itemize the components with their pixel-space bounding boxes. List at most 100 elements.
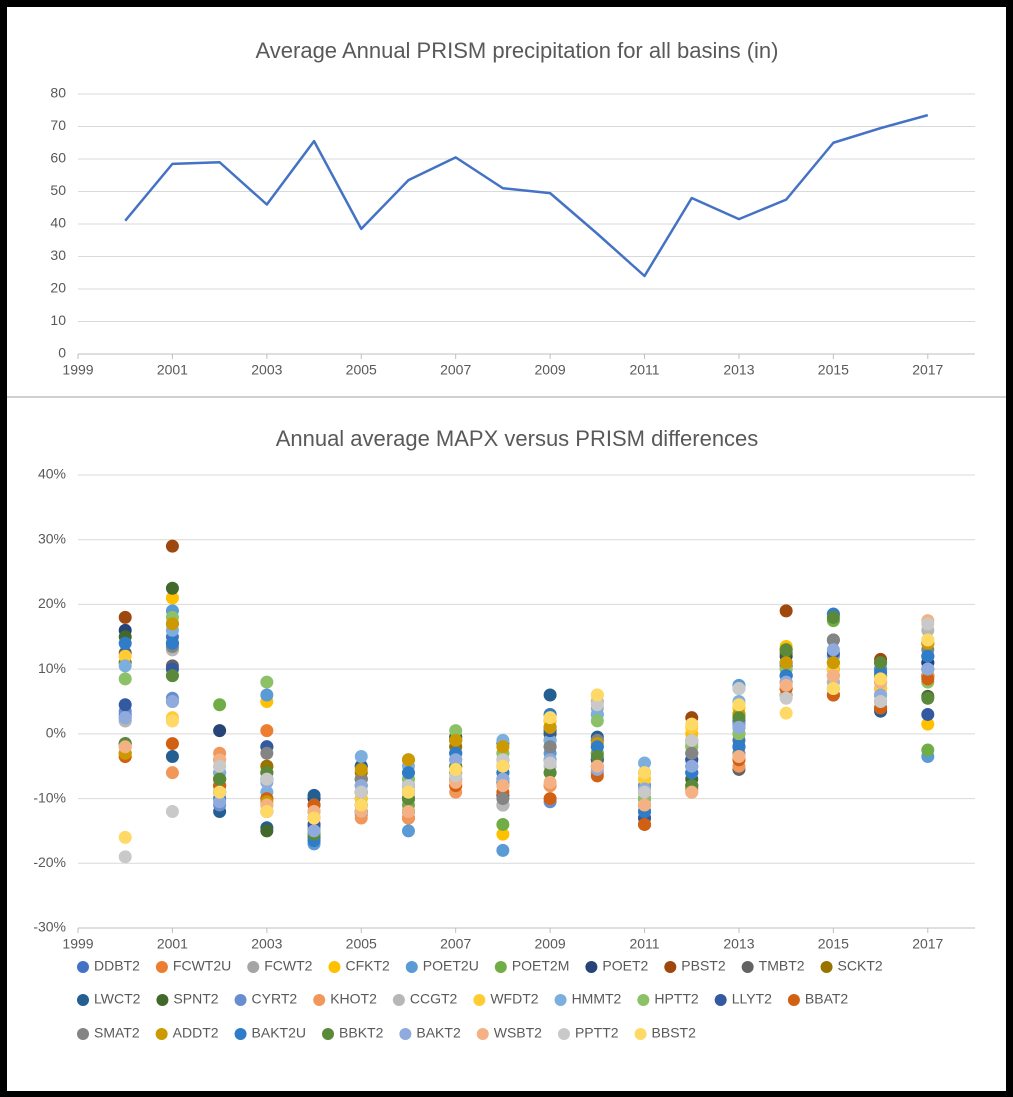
- x-tick-label: 2001: [157, 362, 188, 378]
- point: [496, 792, 510, 806]
- point: [260, 688, 274, 702]
- point: [165, 581, 179, 595]
- point: [826, 682, 840, 696]
- legend-marker: [664, 961, 677, 973]
- y-tick-label: 10%: [38, 660, 66, 676]
- legend-marker: [741, 961, 754, 973]
- point: [401, 766, 415, 780]
- x-tick-label: 1999: [62, 936, 93, 952]
- point: [354, 798, 368, 812]
- point: [118, 659, 132, 673]
- legend-label: POET2: [602, 958, 648, 974]
- left-border: [0, 0, 7, 1097]
- legend-label: BBKT2: [339, 1025, 384, 1041]
- point: [543, 720, 557, 734]
- legend-label: WSBT2: [494, 1025, 542, 1041]
- x-tick-label: 2011: [629, 362, 659, 378]
- bottom-border: [0, 1091, 1013, 1097]
- point: [118, 698, 132, 712]
- point: [449, 762, 463, 776]
- point: [260, 772, 274, 786]
- line: [124, 113, 929, 278]
- y-tick-label: 70: [50, 117, 66, 133]
- legend-marker: [714, 994, 727, 1006]
- point: [779, 678, 793, 692]
- x-tick-label: 2009: [535, 936, 566, 952]
- legend-label: LWCT2: [94, 991, 141, 1007]
- legend-marker: [787, 994, 800, 1006]
- point: [826, 669, 840, 683]
- legend-marker: [634, 1028, 647, 1040]
- point: [118, 850, 132, 864]
- point: [590, 740, 604, 754]
- x-tick-label: 2003: [251, 362, 282, 378]
- point: [826, 610, 840, 624]
- point: [874, 672, 888, 686]
- legend-label: BAKT2: [416, 1025, 461, 1041]
- x-tick-label: 2005: [346, 362, 377, 378]
- point: [165, 591, 179, 605]
- point: [118, 672, 132, 686]
- x-tick-label: 2015: [818, 362, 849, 378]
- point: [590, 759, 604, 773]
- point: [354, 762, 368, 776]
- point: [213, 795, 227, 809]
- legend-marker: [156, 994, 169, 1006]
- point: [543, 756, 557, 770]
- point: [921, 743, 935, 757]
- legend-marker: [234, 1028, 247, 1040]
- point: [401, 805, 415, 819]
- point: [165, 737, 179, 751]
- legend-label: CCGT2: [410, 991, 458, 1007]
- legend-label: BAKT2U: [252, 1025, 306, 1041]
- point: [165, 695, 179, 708]
- legend-label: CYRT2: [252, 991, 298, 1007]
- x-tick-label: 2007: [440, 362, 471, 378]
- point: [496, 779, 510, 793]
- legend-marker: [585, 961, 598, 973]
- point: [165, 669, 179, 683]
- point: [260, 805, 274, 819]
- legend-marker: [234, 994, 247, 1006]
- point: [921, 649, 935, 663]
- legend-label: FCWT2: [264, 958, 312, 974]
- point: [638, 817, 652, 831]
- point: [165, 539, 179, 553]
- y-tick-label: 80: [50, 85, 66, 101]
- legend-marker: [247, 961, 260, 973]
- point: [213, 772, 227, 786]
- point: [165, 805, 179, 819]
- legend-marker: [637, 994, 650, 1006]
- point: [685, 746, 699, 760]
- legend-marker: [494, 961, 507, 973]
- point: [685, 733, 699, 747]
- legend-label: PPTT2: [575, 1025, 619, 1041]
- point: [732, 740, 746, 754]
- legend-label: LLYT2: [732, 991, 772, 1007]
- legend-label: DDBT2: [94, 958, 140, 974]
- point: [779, 656, 793, 670]
- legend-marker: [322, 1028, 335, 1040]
- y-tick-label: -30%: [33, 919, 66, 935]
- point: [449, 753, 463, 767]
- point: [732, 698, 746, 712]
- legend-label: HMMT2: [572, 991, 622, 1007]
- point: [165, 617, 179, 631]
- point: [732, 750, 746, 764]
- x-tick-label: 2001: [157, 936, 188, 952]
- point: [118, 711, 132, 725]
- point: [213, 759, 227, 773]
- x-tick-label: 2013: [723, 936, 754, 952]
- point: [165, 714, 179, 728]
- point: [449, 724, 463, 738]
- point: [638, 785, 652, 799]
- point: [354, 785, 368, 799]
- point: [118, 740, 132, 754]
- legend-label: KHOT2: [330, 991, 377, 1007]
- point: [165, 750, 179, 764]
- legend-label: WFDT2: [490, 991, 538, 1007]
- legend-label: POET2M: [512, 958, 570, 974]
- point: [874, 695, 888, 708]
- legend-marker: [392, 994, 405, 1006]
